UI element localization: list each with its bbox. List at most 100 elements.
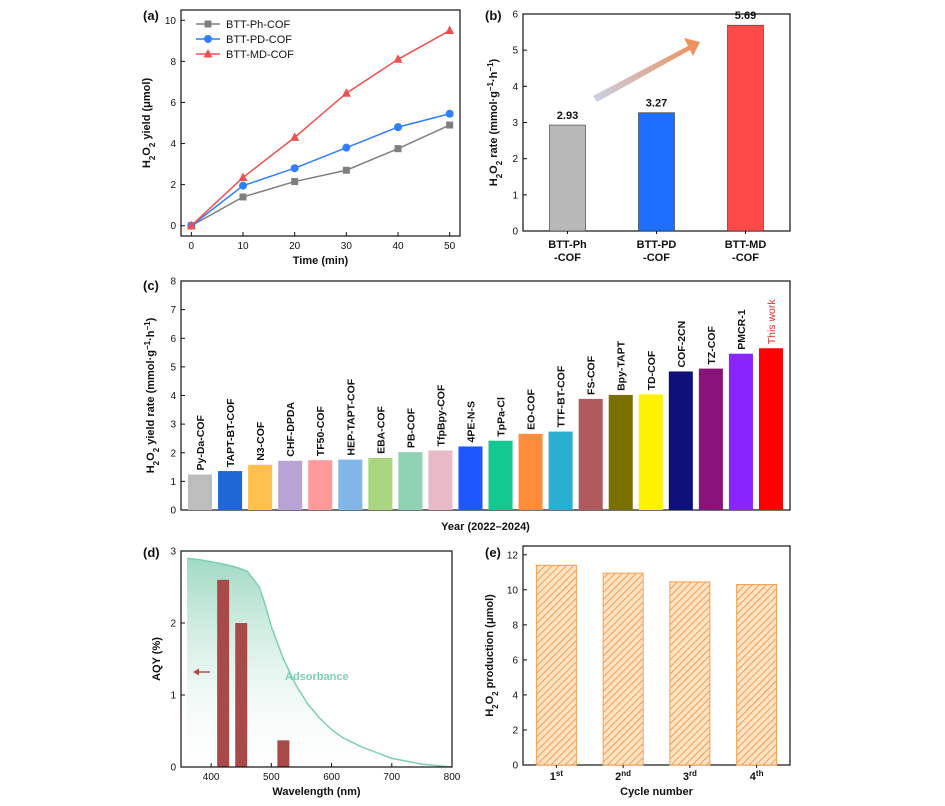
panel-d-aqy-chart: 400 500 600 700 800 0 1 2 3 Wavelength (nm) AQY (%… bbox=[143, 545, 461, 798]
cycle-bar bbox=[669, 581, 711, 766]
aqy-bar bbox=[217, 579, 230, 767]
adsorbance-annotation: Adsorbance bbox=[285, 671, 349, 683]
data-point bbox=[394, 123, 402, 132]
y-tick-label: 10 bbox=[507, 585, 519, 596]
y-tick-label: 12 bbox=[507, 550, 519, 561]
y-axis-label: AQY (%) bbox=[151, 637, 163, 681]
series-line-BTT-MD-COF bbox=[190, 29, 451, 227]
y-tick-label: 2 bbox=[170, 180, 176, 191]
series-line-BTT-Ph-COF bbox=[190, 124, 450, 227]
bar-category-label: TpPa-Cl bbox=[496, 397, 508, 437]
y-tick-label: 4 bbox=[170, 139, 176, 150]
y-tick-label: 2 bbox=[512, 725, 518, 736]
x-tick-label: 30 bbox=[341, 241, 353, 252]
panel-a-line-chart: 0 10 20 30 40 50 0 2 4 6 8 10 Time (min) H2O2 yield (… bbox=[141, 8, 461, 267]
cycle-bar bbox=[535, 564, 577, 766]
x-axis-label: Time (min) bbox=[293, 255, 349, 267]
bar-value-label: 2.93 bbox=[557, 110, 578, 122]
plot-frame bbox=[180, 9, 461, 237]
y-tick-label: 5 bbox=[512, 46, 518, 57]
y-tick-label: 6 bbox=[512, 655, 518, 666]
data-point bbox=[238, 172, 248, 181]
bar-category-label: N3-COF bbox=[255, 421, 267, 461]
panel-label: (a) bbox=[143, 8, 159, 23]
cycle-bar bbox=[602, 572, 644, 766]
bar bbox=[608, 394, 633, 510]
panel-label: (b) bbox=[485, 8, 502, 23]
bar bbox=[698, 368, 723, 510]
y-tick-label: 3 bbox=[170, 547, 176, 558]
x-axis-label: Wavelength (nm) bbox=[272, 786, 361, 798]
x-tick-label: 3rd bbox=[683, 769, 697, 784]
y-tick-label: 4 bbox=[512, 82, 518, 93]
data-point bbox=[445, 25, 455, 35]
x-tick-label: BTT-Ph bbox=[548, 239, 587, 251]
plot-frame bbox=[522, 545, 791, 766]
bar-category-label: EBA-COF bbox=[375, 405, 387, 453]
bar-value-label: 5.69 bbox=[735, 10, 756, 22]
y-axis-label: H2O2 yield rate (mmol·g−1·h−1) bbox=[143, 317, 161, 473]
x-tick-label: 400 bbox=[203, 772, 220, 783]
data-point bbox=[291, 178, 299, 186]
y-tick-label: 10 bbox=[165, 16, 177, 27]
plot-frame bbox=[180, 280, 791, 511]
y-tick-label: 5 bbox=[170, 362, 176, 373]
bar-category-label: 4PE-N-S bbox=[465, 401, 477, 442]
x-tick-label: 2nd bbox=[615, 769, 631, 784]
bar bbox=[668, 371, 693, 510]
x-tick-label: BTT-MD bbox=[725, 239, 767, 251]
bar bbox=[727, 24, 764, 232]
bar bbox=[578, 398, 603, 510]
x-tick-label: 700 bbox=[383, 772, 400, 783]
aqy-bar bbox=[277, 740, 290, 767]
y-tick-label: 6 bbox=[170, 98, 176, 109]
y-tick-label: 8 bbox=[170, 57, 176, 68]
y-tick-label: 6 bbox=[512, 10, 518, 21]
x-tick-label: 600 bbox=[323, 772, 340, 783]
y-tick-label: 0 bbox=[170, 221, 176, 232]
data-point bbox=[394, 145, 402, 153]
y-axis-label: H2O2 production (μmol) bbox=[484, 594, 500, 717]
panel-label: (e) bbox=[485, 545, 501, 560]
cycle-bar bbox=[736, 584, 778, 766]
y-tick-label: 2 bbox=[170, 448, 176, 459]
data-point bbox=[445, 109, 454, 118]
y-tick-label: 0 bbox=[170, 763, 176, 774]
x-tick-label: -COF bbox=[732, 252, 759, 264]
x-axis-label: Cycle number bbox=[620, 786, 693, 798]
bar-category-label: EO-COF bbox=[526, 388, 538, 429]
x-tick-label: 4th bbox=[750, 769, 764, 784]
bar bbox=[218, 471, 243, 510]
y-tick-label: 0 bbox=[512, 227, 518, 238]
data-point bbox=[446, 121, 454, 129]
legend-marker bbox=[204, 35, 212, 43]
x-tick-label: 50 bbox=[444, 241, 456, 252]
data-point bbox=[290, 132, 300, 141]
bar bbox=[278, 460, 303, 510]
y-tick-label: 2 bbox=[170, 619, 176, 630]
bar-category-label: TF50-COF bbox=[315, 405, 327, 456]
bar bbox=[518, 433, 543, 510]
y-tick-label: 0 bbox=[170, 506, 176, 517]
y-tick-label: 0 bbox=[512, 761, 518, 772]
bar bbox=[338, 459, 363, 510]
bar-category-label: TAPT-BT-COF bbox=[225, 398, 237, 467]
bar bbox=[488, 440, 513, 510]
y-tick-label: 8 bbox=[512, 620, 518, 631]
legend-label: BTT-PD-COF bbox=[226, 34, 292, 46]
bar bbox=[548, 431, 573, 510]
y-tick-label: 3 bbox=[512, 118, 518, 129]
bar-category-label: TD-COF bbox=[646, 350, 658, 390]
series-line-BTT-PD-COF bbox=[190, 113, 450, 227]
y-axis-label: H2O2 rate (mmol·g−1·h−1) bbox=[486, 58, 504, 186]
legend-marker bbox=[203, 49, 213, 58]
axis-arrow-head bbox=[193, 668, 199, 676]
y-tick-label: 6 bbox=[170, 334, 176, 345]
y-tick-label: 1 bbox=[170, 477, 176, 488]
legend-label: BTT-Ph-COF bbox=[226, 19, 290, 31]
bar bbox=[308, 460, 333, 510]
adsorbance-line bbox=[186, 557, 453, 768]
x-tick-label: BTT-PD bbox=[637, 239, 677, 251]
bar bbox=[368, 457, 393, 510]
